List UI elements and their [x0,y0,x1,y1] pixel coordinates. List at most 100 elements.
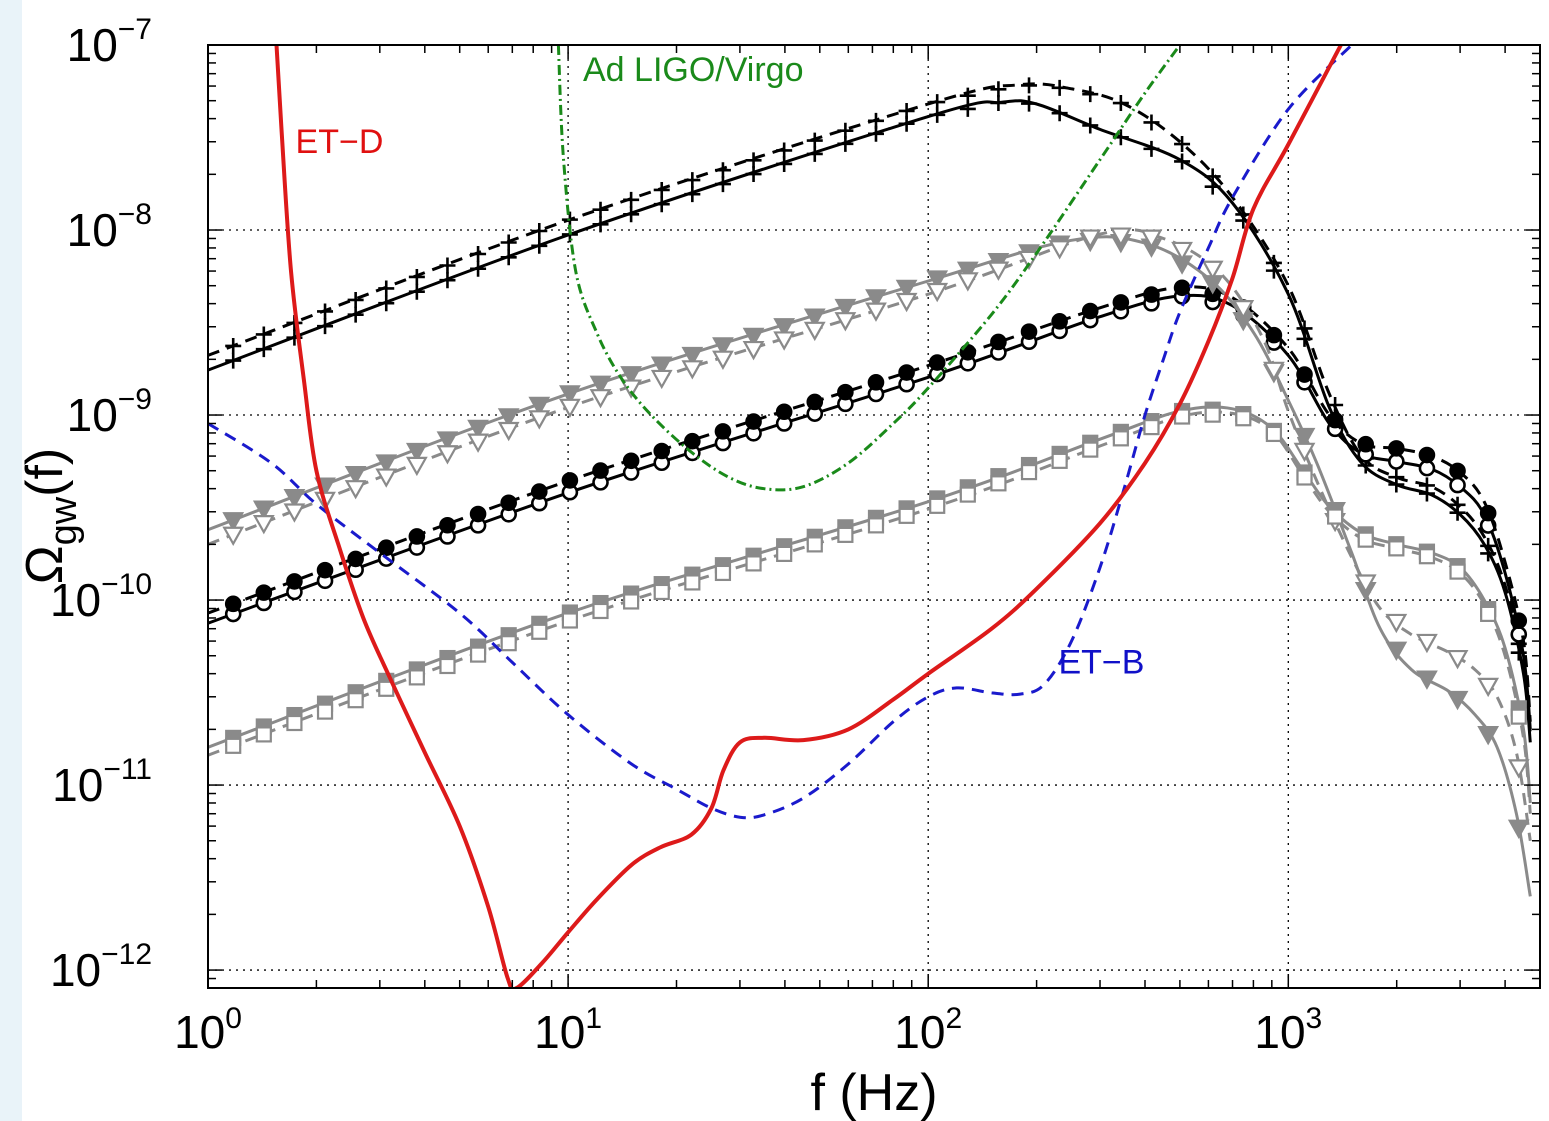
data-marker [377,539,395,557]
data-marker [531,223,548,240]
data-marker [1174,153,1191,170]
x-tick-label: 101 [534,1002,602,1058]
data-marker [225,337,242,354]
data-marker [837,526,854,543]
data-marker [1143,286,1160,303]
data-marker [684,186,701,203]
y-tick-label: 10−8 [67,198,152,256]
data-marker [620,379,642,399]
data-marker [684,574,701,591]
data-marker [1235,410,1252,427]
data-marker [1296,469,1313,486]
data-marker [1232,300,1255,320]
data-marker [620,366,642,386]
svg-text:Ωgw(f): Ωgw(f) [16,448,85,585]
data-marker [928,354,946,371]
data-marker [378,295,395,312]
data-marker [469,505,487,523]
data-marker [1173,279,1191,297]
data-marker [712,350,734,370]
data-marker [347,692,364,709]
data-marker [987,261,1010,281]
data-marker [1507,819,1530,839]
data-marker [592,462,609,479]
x-tick-label: 102 [894,1002,962,1058]
data-marker [1235,206,1252,223]
data-marker [1510,708,1527,725]
data-marker [776,155,793,172]
data-marker [681,346,704,367]
data-marker [561,472,579,489]
data-marker [1388,469,1405,486]
data-marker [714,423,732,440]
data-marker [867,112,884,129]
data-marker [929,497,946,514]
data-marker [1143,140,1160,157]
data-marker [589,389,612,409]
data-marker [623,191,640,208]
data-marker [773,318,796,338]
data-marker [1477,677,1500,698]
data-marker [1020,323,1038,340]
data-marker [1143,419,1160,436]
x-axis-title: f (Hz) [810,1064,937,1121]
data-marker [653,583,670,601]
data-marker [806,536,823,553]
data-marker [1082,117,1099,134]
data-marker [1357,435,1375,453]
data-marker [224,595,242,613]
data-marker [1112,430,1129,447]
data-marker [405,442,428,463]
data-marker [1418,446,1436,464]
data-marker [1449,462,1466,480]
data-marker [1296,366,1313,383]
data-marker [1201,260,1224,280]
data-marker [1446,649,1469,670]
data-marker [1051,452,1068,469]
data-marker [653,442,671,460]
data-marker [1081,302,1099,320]
data-marker [222,526,245,547]
data-marker [1449,496,1466,513]
data-marker [500,249,517,266]
data-marker [745,152,762,169]
x-tick-label: 103 [1254,1002,1322,1058]
data-marker [408,669,425,686]
data-marker [225,737,242,754]
data-marker [255,341,272,358]
data-marker [837,122,854,139]
data-marker [1449,476,1466,494]
data-marker [405,456,428,477]
data-marker [436,431,459,451]
data-marker [344,465,367,486]
data-marker [803,321,826,342]
data-marker [592,602,609,620]
data-marker [1293,427,1316,448]
data-marker [1357,531,1374,548]
data-marker [776,142,793,159]
data-marker [1263,361,1285,382]
data-marker [742,327,765,348]
data-marker [1507,759,1530,779]
data-marker [1112,95,1129,112]
data-marker [806,145,823,162]
data-marker [1174,136,1191,153]
series-0 [274,45,1343,988]
data-marker [834,312,857,332]
data-marker [592,216,609,233]
data-marker [681,360,704,380]
x-tick-label: 100 [174,1002,242,1058]
page-side-strip [0,0,22,1121]
data-marker [684,172,701,189]
data-marker [1204,168,1221,185]
series-6 [208,279,1532,722]
data-marker [745,166,762,183]
data-marker [714,176,731,193]
series-1 [208,45,1353,820]
data-marker [286,573,303,590]
data-marker [470,245,487,262]
data-marker [530,483,548,500]
data-marker [1109,227,1132,247]
data-marker [592,201,609,218]
